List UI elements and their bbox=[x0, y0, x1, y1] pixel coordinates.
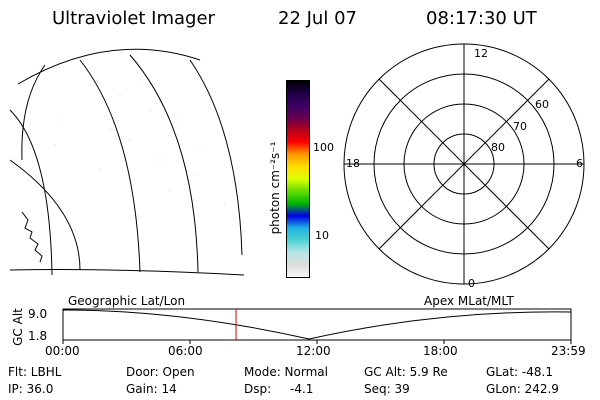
grid-curve bbox=[79, 59, 141, 273]
coastline bbox=[21, 211, 43, 263]
timeline-y-tick-1-8: 1.8 bbox=[28, 329, 48, 343]
mlt-label-6: 6 bbox=[576, 157, 583, 170]
mlt-line-diagonal bbox=[378, 78, 550, 250]
grid-curve bbox=[9, 159, 81, 271]
lat-label-80: 80 bbox=[491, 141, 505, 154]
lat-label-60: 60 bbox=[535, 98, 549, 111]
status-seq: Seq: 39 bbox=[364, 382, 410, 396]
status-glat: GLat: -48.1 bbox=[486, 365, 553, 379]
altitude-curve bbox=[62, 309, 572, 340]
status-dsp-value: -4.1 bbox=[290, 382, 314, 396]
time-label: 08:17:30 UT bbox=[426, 8, 537, 29]
status-dsp: Dsp: bbox=[244, 382, 272, 396]
grid-curve bbox=[9, 269, 245, 276]
timeline-x-tick-1200: 12:00 bbox=[296, 344, 331, 358]
timeline-y-tick-9: 9.0 bbox=[28, 307, 48, 321]
timeline-x-tick-1800: 18:00 bbox=[423, 344, 458, 358]
colorbar bbox=[286, 80, 310, 278]
status-glon: GLon: 242.9 bbox=[486, 382, 559, 396]
timeline-x-tick-2359: 23:59 bbox=[551, 344, 586, 358]
status-filter: Flt: LBHL bbox=[8, 365, 62, 379]
lat-label-70: 70 bbox=[513, 120, 527, 133]
apex-mlat-mlt-label: Apex MLat/MLT bbox=[424, 294, 514, 308]
instrument-title: Ultraviolet Imager bbox=[52, 8, 215, 29]
timeline-x-tick-0600: 06:00 bbox=[168, 344, 203, 358]
grid-curve bbox=[129, 54, 199, 273]
status-gc-alt: GC Alt: 5.9 Re bbox=[364, 365, 448, 379]
grid-curve bbox=[189, 59, 243, 256]
grid-curve bbox=[9, 109, 53, 276]
geographic-latlon-label: Geographic Lat/Lon bbox=[68, 294, 186, 308]
status-door: Door: Open bbox=[126, 365, 195, 379]
status-mode: Mode: Normal bbox=[244, 365, 328, 379]
colorbar-tick-100: 100 bbox=[313, 141, 334, 154]
mlt-label-12: 12 bbox=[474, 47, 488, 60]
grid-curve bbox=[21, 64, 46, 161]
timeline-x-tick-0000: 00:00 bbox=[45, 344, 80, 358]
status-ip: IP: 36.0 bbox=[8, 382, 54, 396]
date-label: 22 Jul 07 bbox=[278, 8, 357, 29]
mlt-label-18: 18 bbox=[346, 157, 360, 170]
status-gain: Gain: 14 bbox=[126, 382, 177, 396]
mlt-label-0: 0 bbox=[468, 277, 475, 290]
colorbar-tick-10: 10 bbox=[315, 229, 329, 242]
